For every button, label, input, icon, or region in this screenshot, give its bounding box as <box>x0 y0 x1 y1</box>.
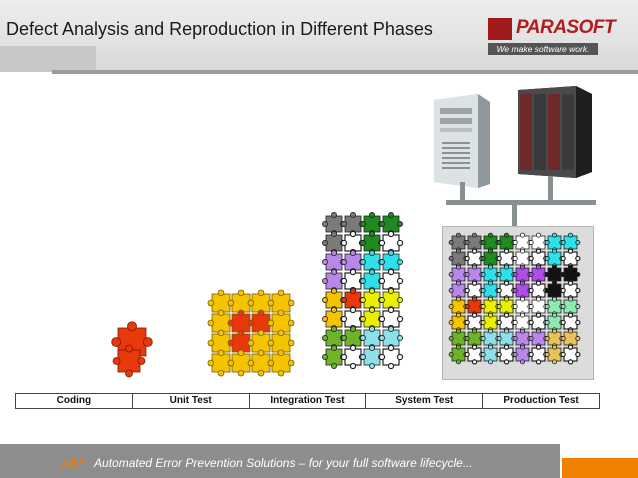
footer-text: AEP Automated Error Prevention Solutions … <box>62 456 473 470</box>
puzzle-piece-icon <box>496 248 517 269</box>
puzzle-piece-icon <box>464 344 485 365</box>
footer-acronym: AEP <box>62 456 87 470</box>
logo-name: PARASOFT <box>516 17 616 38</box>
footer-accent <box>562 458 638 478</box>
network-connector <box>446 176 596 226</box>
logo-tagline: We make software work. <box>488 43 598 55</box>
puzzle-piece-icon <box>464 264 485 285</box>
phase-table: Coding Unit Test Integration Test System… <box>15 393 600 409</box>
phase-integration-test: Integration Test <box>250 394 367 408</box>
phase-unit-test: Unit Test <box>133 394 250 408</box>
logo-mark-icon <box>488 18 512 40</box>
phase-system-test: System Test <box>366 394 484 408</box>
puzzle-piece-icon <box>560 344 581 365</box>
puzzle-piece-icon <box>267 349 295 377</box>
server-tower-icon <box>434 94 490 188</box>
phase-production-test: Production Test <box>503 395 579 406</box>
puzzle-piece-icon <box>512 232 533 253</box>
footer-slogan: Automated Error Prevention Solutions – f… <box>94 456 473 470</box>
header-band <box>0 0 638 72</box>
puzzle-piece-icon <box>464 328 485 349</box>
parasoft-logo: PARASOFT We make software work. <box>488 16 616 56</box>
slide-title: Defect Analysis and Reproduction in Diff… <box>6 19 433 39</box>
puzzle-piece-icon <box>112 344 146 378</box>
puzzle-piece-icon <box>378 306 404 332</box>
header-accent <box>0 46 96 72</box>
footer-gap <box>562 444 638 458</box>
puzzle-piece-icon <box>378 344 404 370</box>
puzzle-piece-icon <box>267 289 295 317</box>
puzzle-piece-icon <box>448 344 469 365</box>
puzzle-piece-icon <box>340 344 366 370</box>
footer-band <box>0 444 560 478</box>
phase-coding: Coding <box>16 394 133 408</box>
puzzle-piece-icon <box>360 250 384 274</box>
puzzle-piece-icon <box>496 344 517 365</box>
mainframe-icon <box>518 86 592 178</box>
header-rule <box>52 70 638 74</box>
puzzle-piece-icon <box>340 306 366 332</box>
puzzle-piece-icon <box>512 328 533 349</box>
